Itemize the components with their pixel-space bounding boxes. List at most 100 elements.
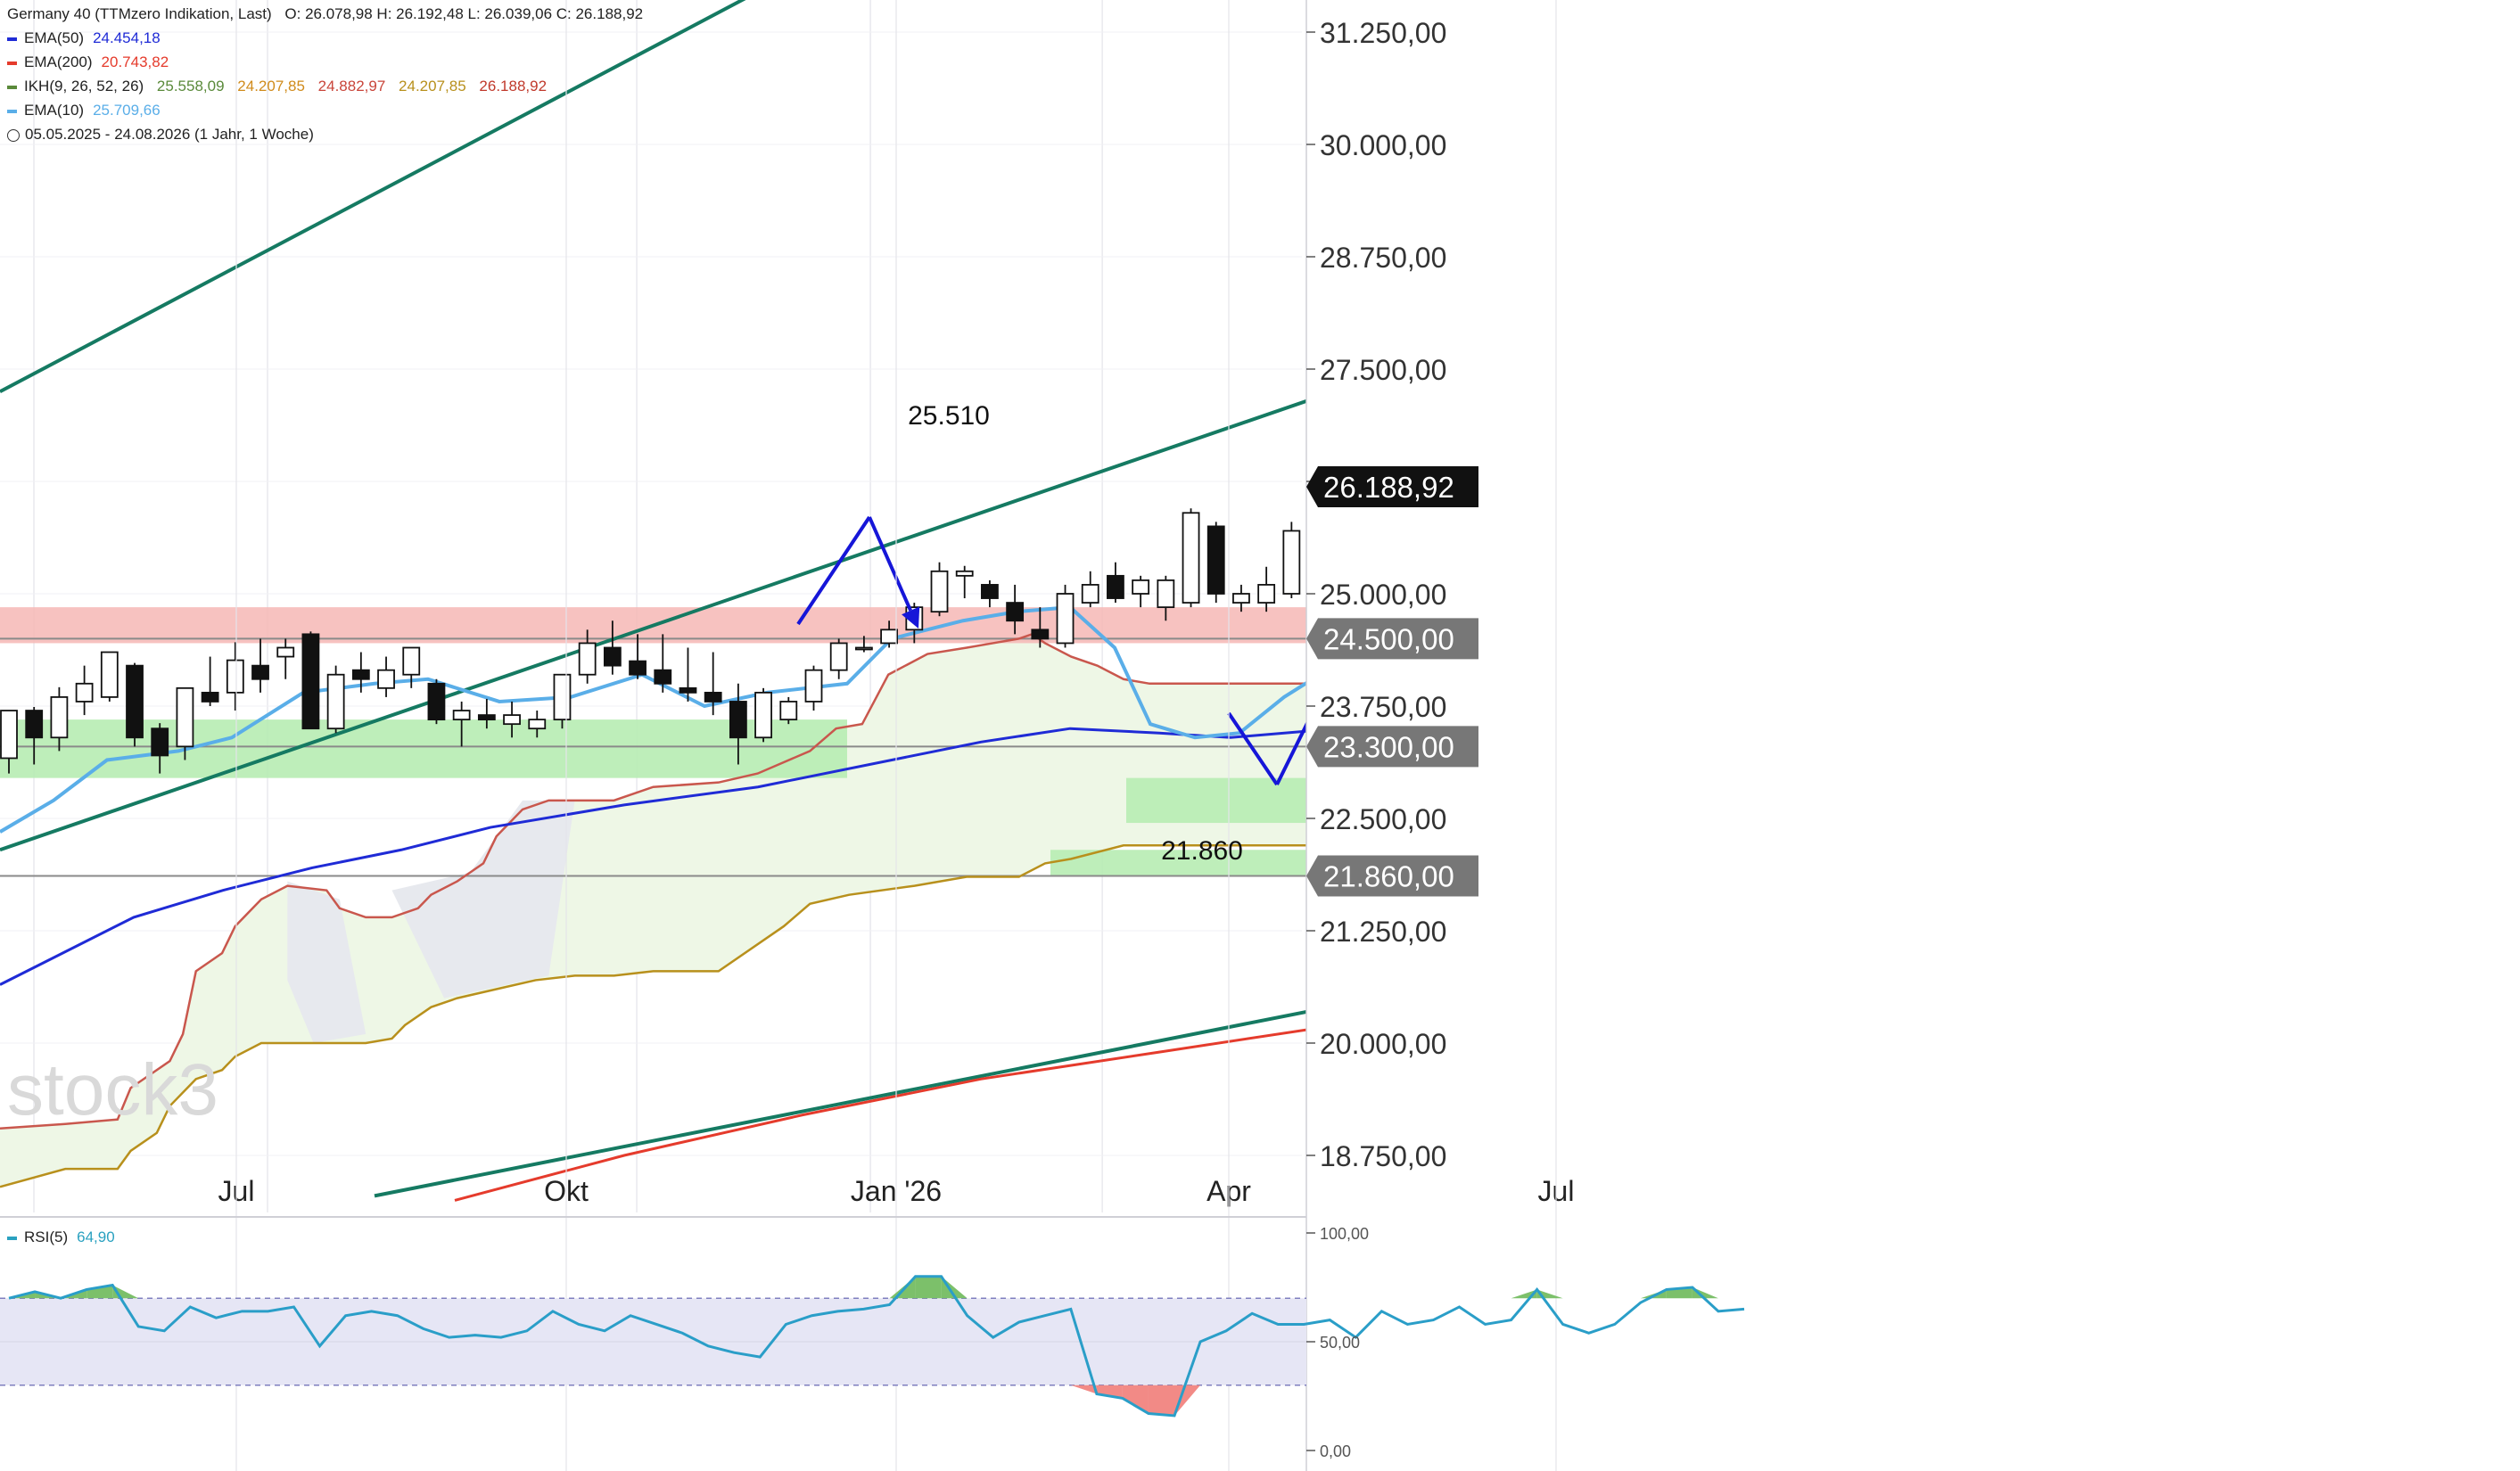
cloud-bearish-patch	[391, 800, 575, 998]
projection-line	[1227, 711, 1279, 786]
price-badge-label: 23.300,00	[1323, 730, 1454, 763]
rsi-oversold-fill	[1174, 1385, 1201, 1416]
candle-bullish	[1232, 593, 1250, 604]
rsi-label: RSI(5)	[24, 1229, 69, 1245]
stock3-watermark: stock3	[7, 1049, 218, 1130]
candle-bearish	[679, 686, 697, 694]
candle-bullish	[955, 570, 974, 577]
candle-bullish	[1081, 584, 1099, 604]
candle-bearish	[251, 664, 269, 680]
price-badge-label: 21.860,00	[1323, 860, 1454, 893]
clock-icon	[7, 128, 20, 142]
candle-bullish	[100, 651, 119, 698]
ichimoku-cloud	[0, 634, 1306, 1187]
rsi-value: 64,90	[77, 1229, 115, 1245]
projection-line	[796, 515, 871, 626]
candle-bearish	[629, 660, 646, 676]
candle-bearish	[981, 584, 999, 599]
candle-bullish	[226, 659, 244, 694]
rsi-overbought-fill	[1692, 1287, 1718, 1299]
level-price-badge	[1306, 855, 1478, 897]
ikh-label: IKH(9, 26, 52, 26)	[24, 78, 144, 95]
candle-bullish	[452, 710, 471, 721]
candle-bullish	[75, 682, 94, 703]
rsi-legend: RSI(5) 64,90	[7, 1229, 115, 1246]
candle-bearish	[1107, 574, 1124, 599]
legend-ema10: EMA(10) 25.709,66	[7, 98, 161, 122]
y-axis-label: 18.750,00	[1320, 1140, 1446, 1172]
legend-header: Germany 40 (TTMzero Indikation, Last) O:…	[7, 2, 643, 26]
projection-arrow	[868, 516, 912, 612]
y-axis-label: 20.000,00	[1320, 1028, 1446, 1060]
candle-bullish	[578, 642, 597, 676]
candle-bullish	[0, 710, 18, 760]
ohlc-values: O: 26.078,98 H: 26.192,48 L: 26.039,06 C…	[284, 5, 644, 22]
candle-bullish	[880, 629, 899, 645]
ema50-label: EMA(50)	[24, 29, 85, 46]
rsi-axis-label: 0,00	[1320, 1442, 1351, 1460]
y-axis-label: 23.750,00	[1320, 691, 1446, 723]
candle-bearish	[201, 691, 219, 703]
rsi-overbought-fill	[915, 1276, 942, 1299]
candle-bullish	[50, 696, 69, 739]
price-badge-label: 26.188,92	[1323, 471, 1454, 504]
candle-bullish	[754, 691, 772, 739]
rsi-overbought-fill	[1640, 1289, 1667, 1299]
rsi-oversold-fill	[1148, 1385, 1175, 1416]
candle-bearish	[427, 682, 446, 721]
support-zone	[1050, 850, 1355, 877]
candle-bearish	[729, 701, 747, 739]
rsi-overbought-fill	[86, 1285, 113, 1299]
candle-bullish	[402, 646, 421, 676]
rsi-axis-label: 50,00	[1320, 1334, 1360, 1352]
ema200-label: EMA(200)	[24, 53, 93, 70]
candle-bearish	[126, 664, 144, 739]
price-annotation: 25.510	[908, 401, 990, 431]
ikh-value-5: 26.188,92	[479, 78, 548, 95]
candle-bullish	[1056, 593, 1075, 645]
y-axis-label: 31.250,00	[1320, 17, 1446, 49]
candle-bearish	[1206, 525, 1225, 595]
candle-bearish	[1031, 629, 1050, 640]
candle-bullish	[1157, 579, 1175, 609]
legend-period: 05.05.2025 - 24.08.2026 (1 Jahr, 1 Woche…	[7, 122, 314, 146]
cloud-bearish-patch	[287, 881, 366, 1043]
rsi-oversold-fill	[1122, 1385, 1149, 1414]
candle-bullish	[804, 669, 823, 703]
rsi-oversold-fill	[1070, 1385, 1097, 1394]
y-axis-label: 27.500,00	[1320, 354, 1446, 386]
candle-bearish	[301, 633, 320, 730]
projection-arrow-head	[902, 606, 920, 629]
candle-bearish	[603, 646, 622, 667]
ema50-value: 24.454,18	[93, 29, 161, 46]
candle-bearish	[477, 714, 496, 721]
rsi-axis-label: 100,00	[1320, 1225, 1369, 1243]
level-price-badge	[1306, 726, 1478, 768]
instrument-name: Germany 40 (TTMzero Indikation, Last)	[7, 5, 272, 22]
rsi-line	[8, 1275, 1745, 1418]
candle-bearish	[151, 727, 169, 757]
ikh-value-3: 24.882,97	[317, 78, 386, 95]
candle-bullish	[553, 673, 572, 721]
candle-bullish	[854, 646, 873, 651]
axis-panel	[1306, 0, 2520, 1471]
y-axis-label: 30.000,00	[1320, 129, 1446, 161]
candle-bullish	[176, 686, 194, 748]
y-axis-label: 22.500,00	[1320, 803, 1446, 835]
y-axis-label: 25.000,00	[1320, 579, 1446, 611]
y-axis-label: 28.750,00	[1320, 242, 1446, 274]
candle-bullish	[930, 570, 949, 613]
candle-bullish	[829, 642, 848, 671]
ikh-value-2: 24.207,85	[237, 78, 305, 95]
ema10-value: 25.709,66	[93, 102, 161, 119]
candle-bearish	[351, 669, 370, 680]
candle-bullish	[276, 646, 295, 658]
candle-bullish	[326, 673, 345, 730]
candle-bullish	[503, 714, 521, 726]
candle-bullish	[1182, 512, 1200, 604]
current-price-badge	[1306, 466, 1478, 508]
ikh-value-4: 24.207,85	[399, 78, 466, 95]
candle-bearish	[1006, 602, 1025, 622]
legend-ikh: IKH(9, 26, 52, 26) 25.558,09 24.207,85 2…	[7, 74, 547, 98]
